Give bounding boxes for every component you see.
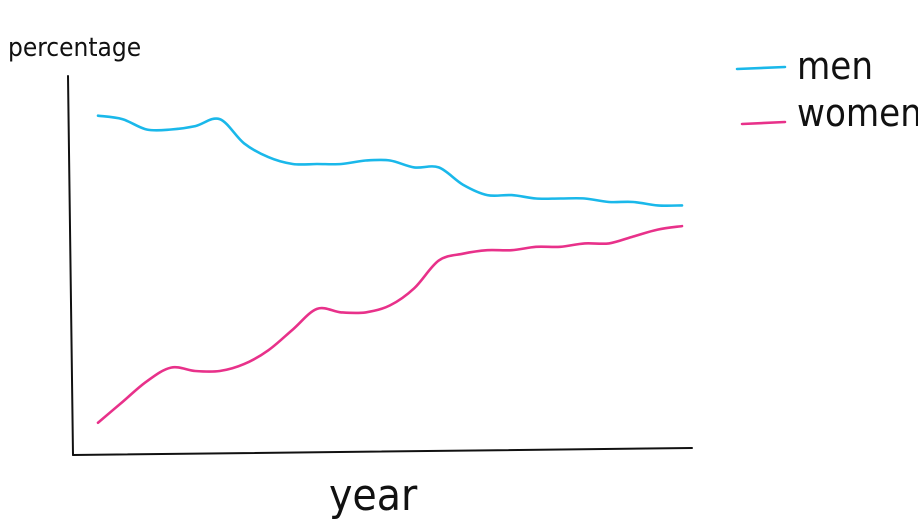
series-line-men [96,114,684,207]
legend-label-men: men [797,44,873,88]
legend-swatch-women [740,120,787,126]
y-axis-label: percentage [8,33,141,63]
x-axis-line [72,447,693,456]
axes [67,75,693,456]
x-axis-label: year [329,470,418,521]
legend-swatch-men [735,65,787,71]
legend: men women [735,44,918,135]
legend-label-women: women [797,91,918,135]
series-line-women [96,224,684,425]
y-axis-line [67,75,74,456]
legend-entry-women: women [740,91,918,135]
series-layer [96,114,684,425]
legend-entry-men: men [735,44,873,88]
